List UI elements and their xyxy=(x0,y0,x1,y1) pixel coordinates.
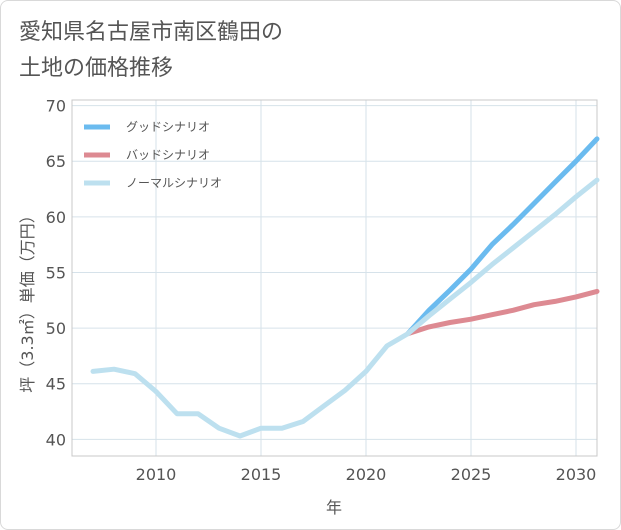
grid xyxy=(72,100,597,456)
y-tick-label: 55 xyxy=(46,263,66,282)
y-tick-label: 45 xyxy=(46,375,66,394)
y-tick-label: 60 xyxy=(46,208,66,227)
plot-area-border xyxy=(71,99,598,457)
y-tick-label: 40 xyxy=(46,430,66,449)
series-line-0 xyxy=(405,136,600,337)
series-line-2 xyxy=(90,177,600,439)
series-line-1 xyxy=(405,288,600,337)
chart-title: 愛知県名古屋市南区鶴田の 土地の価格推移 xyxy=(19,15,379,87)
x-tick-label: 2030 xyxy=(556,465,597,484)
y-tick-label: 50 xyxy=(46,319,66,338)
x-axis-title: 年 xyxy=(326,498,342,517)
x-tick-label: 2025 xyxy=(451,465,492,484)
legend-label: グッドシナリオ xyxy=(126,120,210,134)
x-tick-label: 2015 xyxy=(241,465,282,484)
y-tick-label: 70 xyxy=(46,97,66,116)
y-tick-label: 65 xyxy=(46,152,66,171)
legend-label: バッドシナリオ xyxy=(126,148,210,162)
series-lines xyxy=(90,136,600,439)
legend-label: ノーマルシナリオ xyxy=(126,176,222,190)
chart-title-line1: 愛知県名古屋市南区鶴田の xyxy=(19,20,284,45)
x-tick-label: 2020 xyxy=(346,465,387,484)
y-tick-labels: 40 45 50 55 60 65 70 xyxy=(46,97,66,450)
y-axis-title: 坪（3.3㎡）単価（万円） xyxy=(18,207,37,392)
x-tick-labels: 2010 2015 2020 2025 2030 xyxy=(136,465,597,484)
chart-title-line2: 土地の価格推移 xyxy=(19,56,174,81)
x-tick-label: 2010 xyxy=(136,465,177,484)
